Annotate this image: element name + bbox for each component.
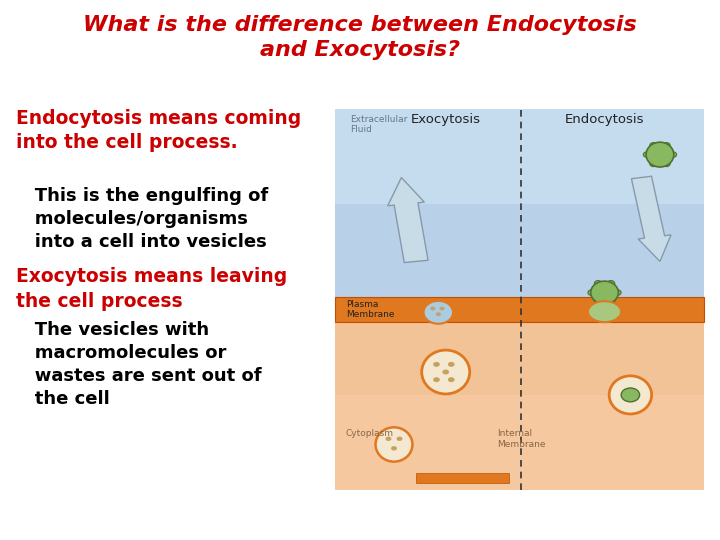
Circle shape: [439, 307, 444, 310]
Circle shape: [430, 307, 436, 310]
Text: Plasma
Membrane: Plasma Membrane: [346, 300, 395, 319]
Text: Endocytosis: Endocytosis: [564, 113, 644, 126]
FancyArrow shape: [631, 176, 671, 261]
Ellipse shape: [609, 376, 652, 414]
Circle shape: [385, 436, 392, 441]
Ellipse shape: [422, 350, 469, 394]
Circle shape: [595, 299, 602, 305]
Circle shape: [436, 312, 441, 316]
Text: Extracellular
Fluid: Extracellular Fluid: [350, 114, 407, 134]
Text: This is the engulfing of
   molecules/organisms
   into a cell into vesicles: This is the engulfing of molecules/organ…: [16, 187, 268, 251]
Text: Exocytosis: Exocytosis: [410, 113, 481, 126]
Circle shape: [649, 161, 657, 167]
Bar: [416, 473, 508, 483]
Circle shape: [433, 377, 440, 382]
Circle shape: [397, 436, 402, 441]
Bar: [335, 109, 704, 315]
Bar: [335, 315, 704, 490]
Circle shape: [588, 290, 595, 295]
FancyArrow shape: [388, 178, 428, 262]
Ellipse shape: [646, 142, 674, 167]
Circle shape: [391, 446, 397, 450]
Circle shape: [662, 143, 670, 148]
Circle shape: [607, 281, 615, 286]
Circle shape: [621, 388, 639, 402]
Circle shape: [448, 362, 454, 367]
Text: Exocytosis means leaving
the cell process: Exocytosis means leaving the cell proces…: [16, 267, 287, 310]
Ellipse shape: [423, 301, 453, 324]
Ellipse shape: [590, 281, 618, 304]
Circle shape: [433, 362, 440, 367]
Circle shape: [595, 281, 602, 286]
Ellipse shape: [588, 301, 621, 322]
Circle shape: [649, 143, 657, 148]
Circle shape: [662, 161, 670, 167]
Text: Cytoplasm: Cytoplasm: [346, 429, 394, 438]
Bar: [335, 298, 704, 322]
Circle shape: [448, 377, 454, 382]
Bar: [335, 315, 704, 395]
Text: Endocytosis means coming
into the cell process.: Endocytosis means coming into the cell p…: [16, 109, 301, 152]
Text: What is the difference between Endocytosis
and Exocytosis?: What is the difference between Endocytos…: [83, 15, 637, 59]
Circle shape: [613, 290, 621, 295]
Circle shape: [607, 299, 615, 305]
Circle shape: [442, 369, 449, 375]
Text: The vesicles with
   macromolecules or
   wastes are sent out of
   the cell: The vesicles with macromolecules or wast…: [16, 321, 261, 408]
Text: Internal
Membrane: Internal Membrane: [498, 429, 546, 449]
Circle shape: [669, 152, 677, 157]
Circle shape: [644, 152, 651, 157]
Ellipse shape: [376, 427, 413, 462]
Bar: [335, 109, 704, 204]
